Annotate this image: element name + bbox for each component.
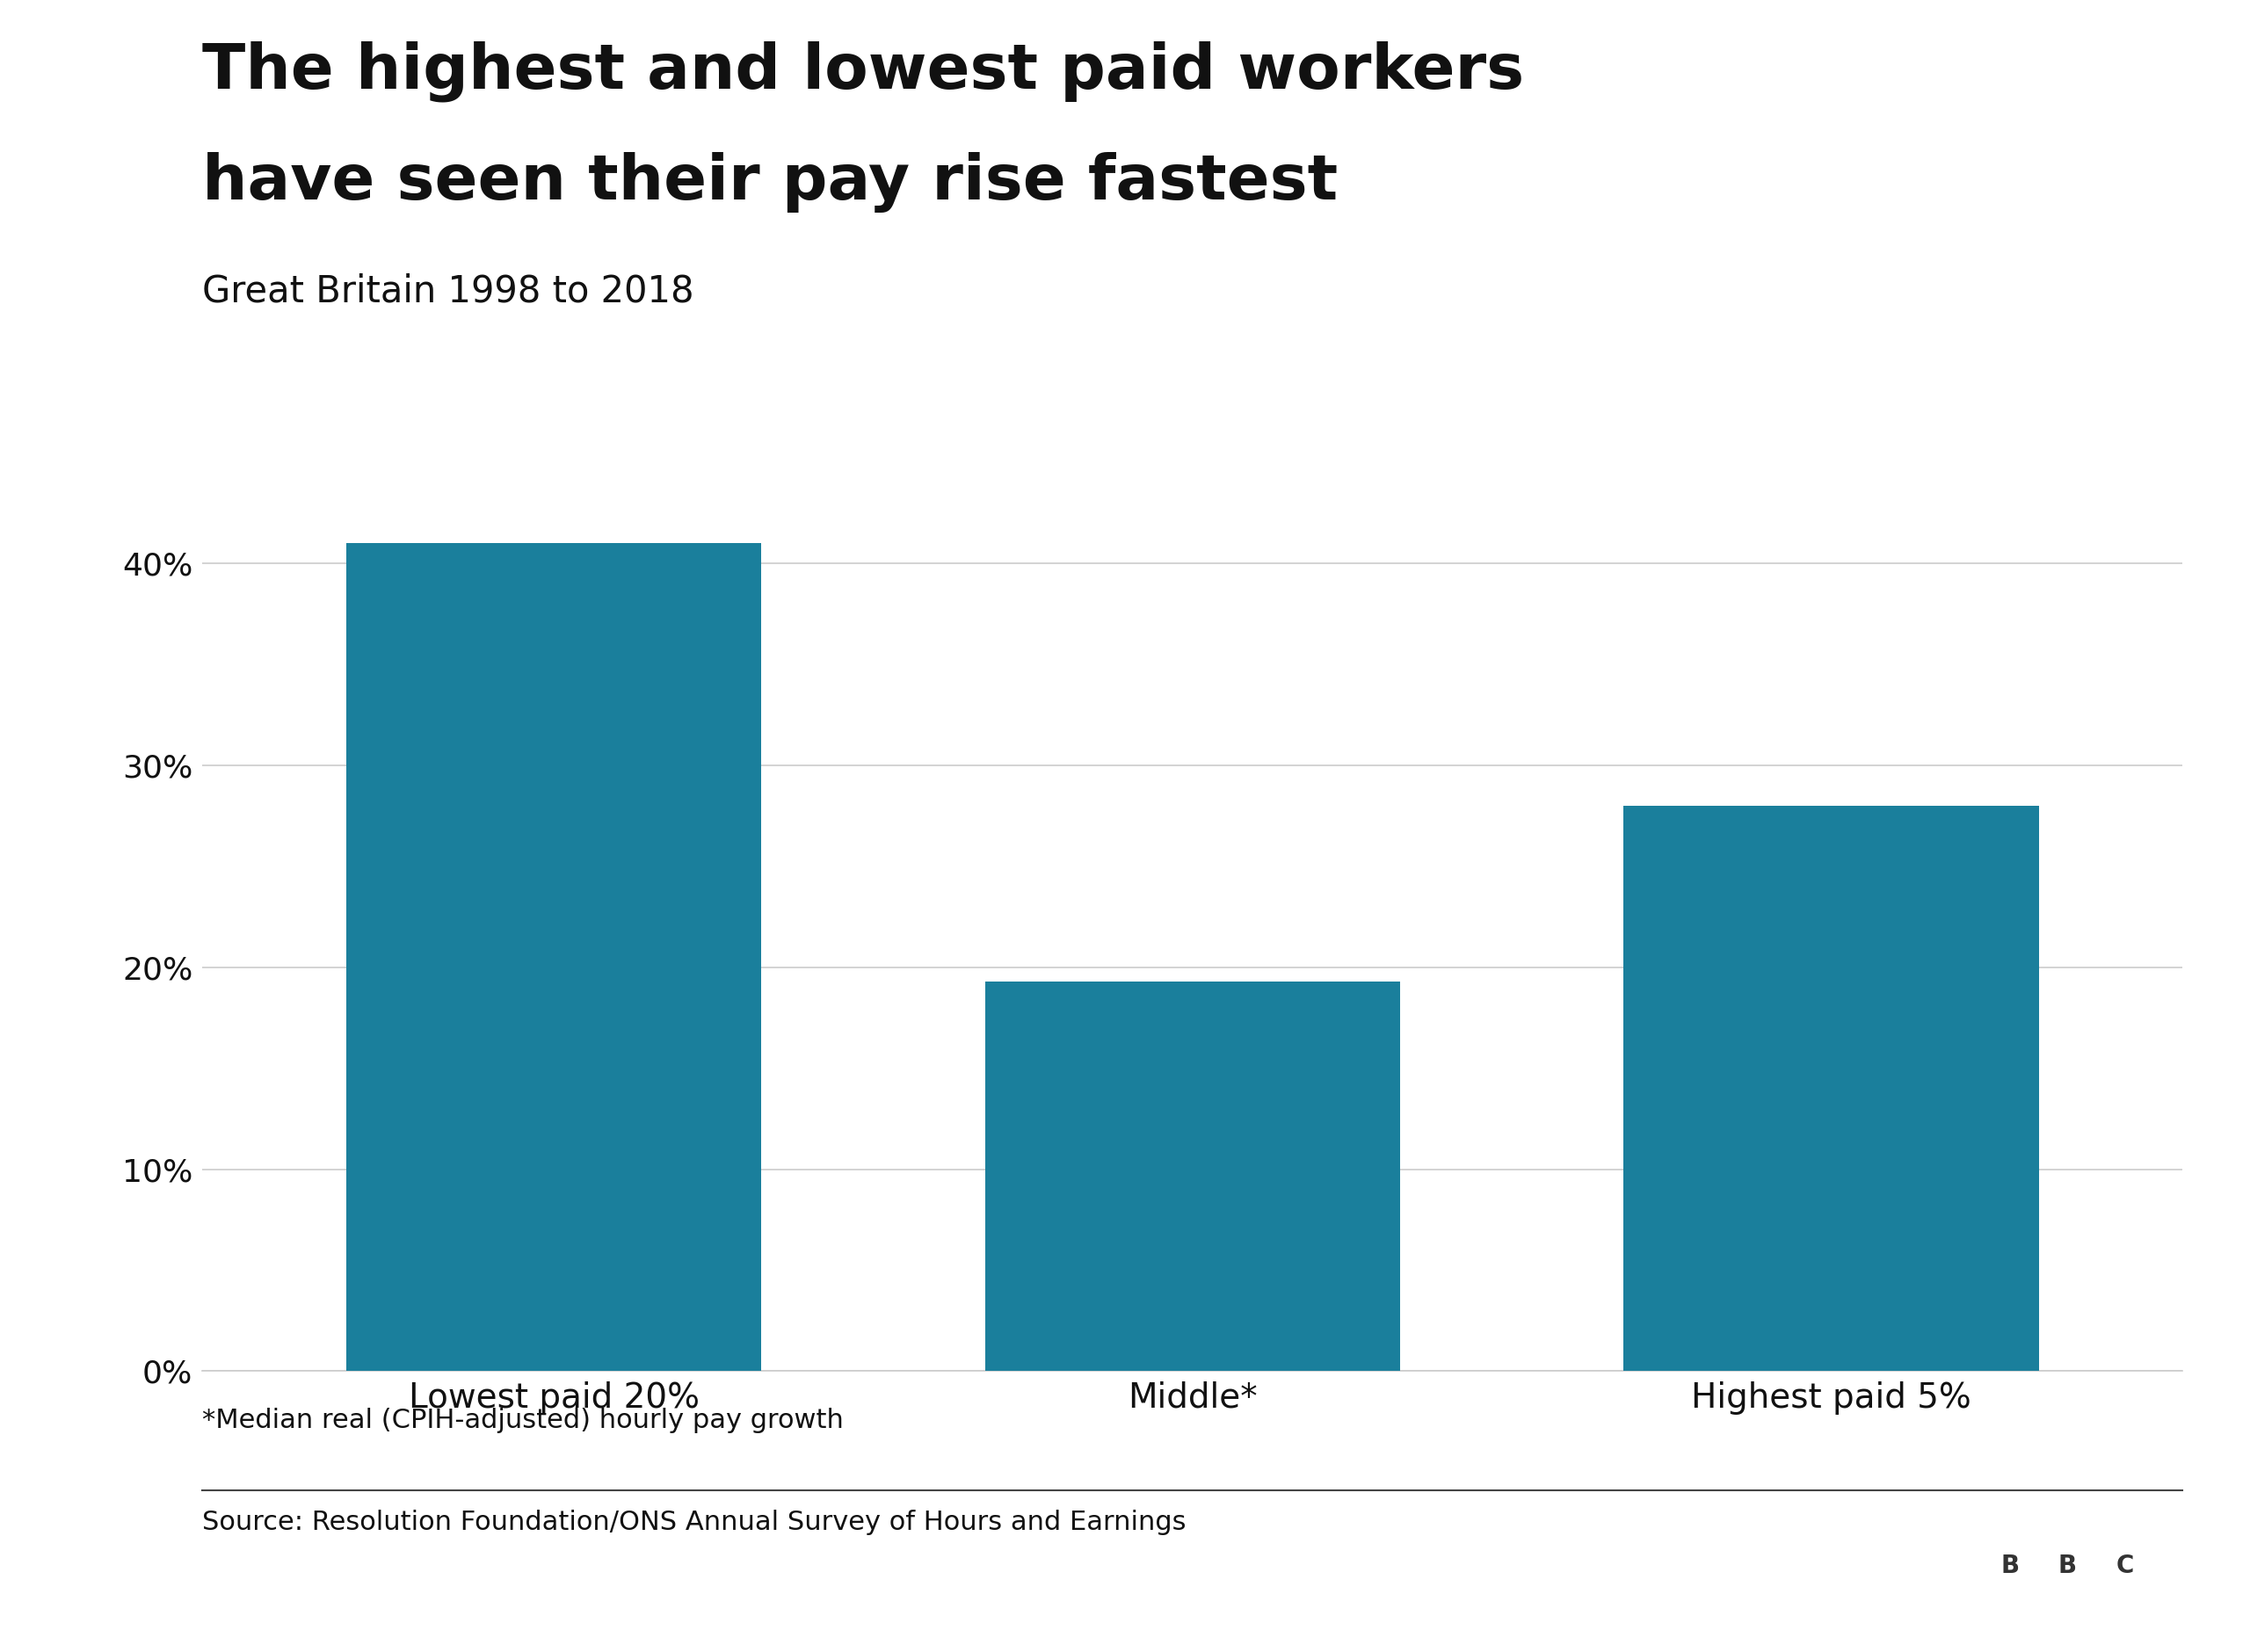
Text: have seen their pay rise fastest: have seen their pay rise fastest <box>202 152 1339 213</box>
Text: C: C <box>2115 1555 2133 1578</box>
FancyBboxPatch shape <box>1984 1526 2034 1606</box>
Text: *Median real (CPIH-adjusted) hourly pay growth: *Median real (CPIH-adjusted) hourly pay … <box>202 1408 844 1432</box>
Text: Great Britain 1998 to 2018: Great Britain 1998 to 2018 <box>202 273 695 309</box>
Text: Source: Resolution Foundation/ONS Annual Survey of Hours and Earnings: Source: Resolution Foundation/ONS Annual… <box>202 1510 1186 1535</box>
Text: The highest and lowest paid workers: The highest and lowest paid workers <box>202 41 1526 102</box>
Bar <box>986 981 1400 1371</box>
FancyBboxPatch shape <box>2043 1526 2092 1606</box>
Bar <box>346 544 761 1371</box>
Text: B: B <box>2000 1555 2020 1578</box>
FancyBboxPatch shape <box>2099 1526 2149 1606</box>
Text: B: B <box>2059 1555 2077 1578</box>
Bar <box>1624 806 2038 1371</box>
